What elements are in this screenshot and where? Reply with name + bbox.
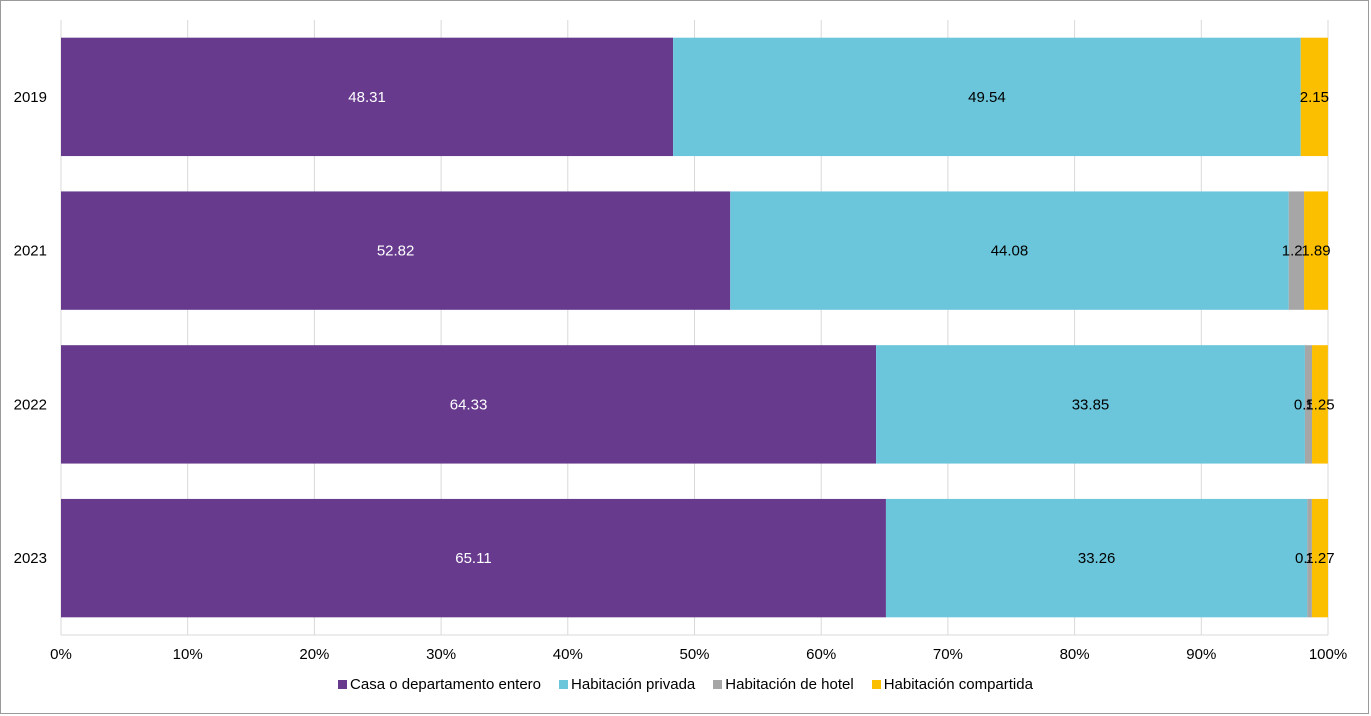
data-label: 65.11	[455, 550, 491, 567]
data-label: 1.89	[1301, 243, 1330, 260]
x-tick-label: 30%	[426, 646, 456, 663]
bar-segment	[61, 498, 886, 618]
bar-segment	[1304, 191, 1328, 310]
x-tick-label: 70%	[933, 646, 963, 663]
x-tick-label: 50%	[679, 646, 709, 663]
x-tick-label: 20%	[299, 646, 329, 663]
bar-segment	[1311, 498, 1328, 618]
legend-label: Habitación privada	[571, 676, 696, 693]
bar-segment	[1288, 191, 1305, 310]
legend-item: Habitación privada	[559, 676, 695, 693]
data-label: 33.85	[1072, 396, 1110, 413]
bar-segment	[885, 498, 1308, 618]
data-label: 1.21	[1282, 243, 1311, 260]
x-tick-label: 100%	[1309, 646, 1347, 663]
legend-label: Casa o departamento entero	[350, 676, 542, 693]
data-label: 49.54	[968, 89, 1006, 106]
bar-segment	[61, 191, 731, 310]
x-tick-label: 80%	[1060, 646, 1090, 663]
legend-item: Habitación compartida	[871, 676, 1033, 693]
legend-label: Habitación de hotel	[725, 676, 854, 693]
y-tick-label: 2022	[14, 396, 47, 413]
y-tick-label: 2021	[14, 243, 47, 260]
data-label: 48.31	[348, 89, 386, 106]
data-label: 64.33	[450, 396, 488, 413]
y-tick-label: 2019	[14, 89, 47, 106]
bar-segment	[876, 345, 1305, 464]
data-label: 33.26	[1078, 550, 1116, 567]
data-label: 1.27	[1305, 550, 1334, 567]
bar-segment	[61, 37, 674, 157]
data-label: 1.25	[1305, 396, 1334, 413]
data-label: 2.15	[1300, 89, 1329, 106]
data-label: 44.08	[991, 243, 1029, 260]
bar-segment	[730, 191, 1289, 310]
x-tick-label: 60%	[806, 646, 836, 663]
y-tick-label: 2023	[14, 550, 47, 567]
bar-segment	[1300, 37, 1328, 157]
legend-swatch	[338, 680, 348, 689]
legend-item: Casa o departamento entero	[338, 676, 541, 693]
legend-swatch	[559, 680, 569, 689]
x-tick-label: 10%	[173, 646, 203, 663]
x-tick-label: 90%	[1186, 646, 1216, 663]
bar-segment	[1312, 345, 1328, 464]
chart-legend: Casa o departamento entero Habitación pri…	[0, 676, 1371, 693]
bar-segment	[61, 345, 877, 464]
x-tick-label: 40%	[553, 646, 583, 663]
bar-segment	[1304, 345, 1313, 464]
x-tick-label: 0%	[50, 646, 72, 663]
legend-item: Habitación de hotel	[713, 676, 854, 693]
legend-label: Habitación compartida	[883, 676, 1033, 693]
legend-swatch	[871, 680, 881, 689]
legend-swatch	[713, 680, 723, 689]
bar-segment	[1307, 498, 1312, 618]
data-label: 52.82	[377, 243, 415, 260]
bar-segment	[673, 37, 1301, 157]
